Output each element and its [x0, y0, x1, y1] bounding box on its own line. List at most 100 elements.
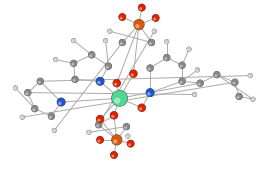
Circle shape	[127, 140, 135, 148]
Circle shape	[113, 139, 117, 143]
Circle shape	[152, 14, 160, 22]
Circle shape	[49, 116, 52, 119]
Circle shape	[87, 132, 89, 134]
Circle shape	[110, 111, 118, 119]
Circle shape	[124, 126, 127, 129]
Circle shape	[214, 71, 220, 78]
Circle shape	[152, 14, 159, 22]
Circle shape	[147, 65, 153, 71]
Circle shape	[105, 63, 112, 70]
Circle shape	[111, 90, 128, 107]
Circle shape	[133, 19, 145, 30]
Circle shape	[232, 79, 238, 86]
Circle shape	[135, 24, 140, 28]
Circle shape	[57, 98, 65, 106]
Circle shape	[58, 102, 62, 105]
Circle shape	[148, 39, 155, 46]
Circle shape	[138, 104, 146, 112]
Circle shape	[164, 39, 169, 44]
Circle shape	[179, 78, 185, 85]
Circle shape	[73, 79, 75, 82]
Circle shape	[72, 76, 78, 83]
Circle shape	[53, 57, 58, 62]
Circle shape	[32, 108, 35, 111]
Circle shape	[24, 89, 31, 96]
Circle shape	[103, 38, 108, 43]
Circle shape	[180, 81, 182, 84]
Circle shape	[193, 94, 195, 96]
Circle shape	[197, 80, 203, 87]
Circle shape	[111, 90, 127, 106]
Circle shape	[95, 121, 102, 128]
Circle shape	[126, 136, 128, 138]
Circle shape	[96, 77, 105, 86]
Circle shape	[213, 71, 220, 78]
Circle shape	[71, 38, 76, 43]
Circle shape	[146, 88, 155, 97]
Circle shape	[38, 81, 41, 84]
Circle shape	[179, 62, 185, 69]
Circle shape	[113, 79, 121, 87]
Circle shape	[128, 143, 131, 146]
Circle shape	[235, 93, 243, 100]
Circle shape	[14, 88, 16, 90]
Circle shape	[147, 92, 151, 96]
Circle shape	[107, 29, 112, 34]
Circle shape	[111, 115, 115, 118]
Circle shape	[21, 117, 23, 119]
Circle shape	[86, 130, 91, 135]
Circle shape	[138, 4, 145, 11]
Circle shape	[250, 97, 255, 102]
Circle shape	[165, 41, 167, 43]
Circle shape	[20, 115, 25, 120]
Circle shape	[248, 73, 253, 78]
Circle shape	[71, 38, 76, 43]
Circle shape	[96, 136, 104, 144]
Circle shape	[111, 134, 122, 145]
Circle shape	[138, 4, 146, 12]
Circle shape	[152, 29, 157, 34]
Circle shape	[97, 81, 101, 84]
Circle shape	[96, 124, 99, 127]
Circle shape	[134, 19, 144, 30]
Circle shape	[70, 60, 77, 67]
Circle shape	[236, 93, 242, 100]
Circle shape	[107, 29, 112, 34]
Circle shape	[119, 13, 126, 21]
Circle shape	[178, 62, 186, 69]
Circle shape	[111, 155, 114, 158]
Circle shape	[152, 29, 157, 34]
Circle shape	[52, 128, 57, 133]
Circle shape	[113, 79, 121, 87]
Circle shape	[196, 70, 198, 72]
Circle shape	[123, 123, 130, 130]
Circle shape	[178, 78, 186, 85]
Circle shape	[103, 38, 108, 43]
Circle shape	[231, 79, 239, 86]
Circle shape	[187, 47, 192, 52]
Circle shape	[53, 57, 58, 62]
Circle shape	[138, 104, 146, 112]
Circle shape	[149, 42, 152, 45]
Circle shape	[110, 151, 118, 159]
Circle shape	[164, 57, 167, 60]
Circle shape	[148, 39, 155, 46]
Circle shape	[96, 77, 104, 85]
Circle shape	[88, 51, 95, 58]
Circle shape	[88, 51, 95, 58]
Circle shape	[57, 98, 66, 107]
Circle shape	[125, 134, 130, 139]
Circle shape	[153, 31, 155, 33]
Circle shape	[187, 49, 189, 51]
Circle shape	[197, 80, 204, 87]
Circle shape	[110, 111, 118, 119]
Circle shape	[120, 17, 123, 20]
Circle shape	[72, 40, 74, 42]
Circle shape	[195, 67, 200, 72]
Circle shape	[104, 40, 106, 42]
Circle shape	[119, 39, 126, 46]
Circle shape	[13, 85, 18, 90]
Circle shape	[130, 70, 137, 78]
Circle shape	[214, 74, 217, 77]
Circle shape	[52, 128, 57, 133]
